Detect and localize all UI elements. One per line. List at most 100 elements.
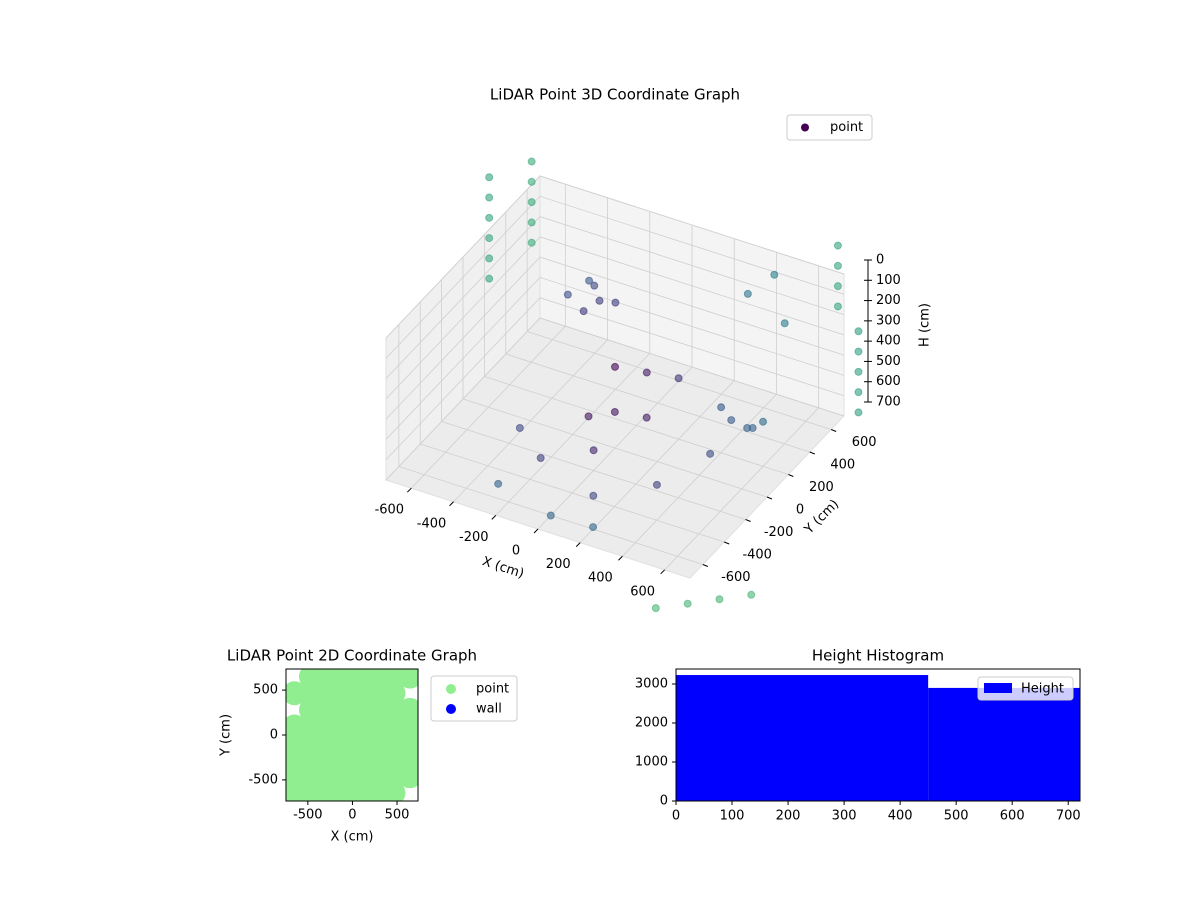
y-tick [745, 519, 751, 522]
point [485, 173, 494, 182]
point [854, 388, 863, 397]
chart-title: LiDAR Point 3D Coordinate Graph [490, 86, 740, 104]
z-tick-label: 500 [876, 354, 901, 369]
y-tick-label: -400 [742, 548, 772, 563]
y-tick-label: -600 [721, 570, 751, 585]
x-tick-label: 0 [512, 544, 520, 559]
y-tick [830, 429, 837, 432]
point [331, 731, 356, 756]
z-axis-label: H (cm) [918, 303, 933, 347]
x-tick [533, 528, 539, 534]
point [854, 347, 863, 356]
y-axis-label: Y (cm) [801, 497, 842, 538]
legend-box [786, 114, 873, 141]
chart-title: Height Histogram [812, 647, 944, 665]
y-tick-label: 1000 [635, 755, 668, 770]
point [381, 731, 406, 756]
grid-line [385, 195, 845, 359]
z-tick-label: 0 [876, 253, 884, 268]
point [485, 254, 494, 263]
point [590, 281, 599, 290]
x-tick-label: 500 [385, 808, 410, 823]
bar [928, 687, 1080, 801]
point [381, 747, 406, 772]
y-tick [809, 451, 815, 455]
point [743, 423, 752, 432]
point [546, 511, 555, 520]
grid-line [385, 216, 845, 379]
point [315, 697, 340, 722]
point [364, 747, 389, 772]
point [833, 282, 842, 291]
legend-marker [446, 684, 456, 694]
grid-line [385, 236, 845, 400]
y-tick [702, 564, 709, 567]
x-tick-label: 500 [944, 809, 969, 824]
point [298, 714, 323, 739]
point [611, 298, 620, 307]
x-tick [618, 555, 623, 561]
z-tick-label: 600 [876, 374, 901, 389]
x-axis-label: X (cm) [331, 830, 374, 845]
point [381, 697, 406, 722]
x-tick-label: 700 [1056, 809, 1081, 824]
point [315, 681, 340, 706]
x-tick [491, 515, 497, 520]
point [348, 714, 373, 739]
point [642, 413, 651, 422]
point [331, 681, 356, 706]
point [743, 289, 752, 298]
y-tick-label: 600 [852, 435, 877, 450]
x-tick-label: 100 [720, 809, 745, 824]
legend-label: point [830, 120, 863, 135]
x-tick-label: 600 [630, 584, 655, 599]
x-tick-label: 0 [348, 808, 356, 823]
point [563, 290, 572, 299]
point [589, 491, 598, 500]
y-tick-label: 200 [809, 480, 834, 495]
y-tick-label: 2000 [635, 716, 668, 731]
point [348, 697, 373, 722]
point [348, 731, 373, 756]
point [397, 764, 418, 789]
legend-marker [801, 123, 809, 132]
point [854, 367, 863, 376]
x-tick-label: 400 [588, 571, 613, 586]
point [651, 604, 660, 613]
x-tick-label: 300 [832, 809, 857, 824]
point [315, 764, 340, 789]
x-tick-label: 0 [672, 809, 680, 824]
point [298, 764, 323, 789]
point [381, 780, 406, 801]
y-tick [766, 496, 773, 500]
z-tick-label: 700 [876, 395, 901, 410]
plot-area [286, 669, 418, 801]
y-tick-label: 3000 [635, 677, 668, 692]
point [494, 479, 503, 488]
point [381, 764, 406, 789]
legend-label: point [476, 682, 509, 697]
x-tick-label: -500 [293, 808, 323, 823]
point [611, 362, 619, 371]
point [364, 764, 389, 789]
point [348, 681, 373, 706]
chart-title: LiDAR Point 2D Coordinate Graph [227, 647, 477, 665]
point [584, 412, 593, 421]
point [585, 276, 594, 285]
x-tick-label: 400 [888, 809, 913, 824]
y-tick-label: 400 [830, 458, 855, 473]
point [747, 590, 756, 599]
point [674, 374, 683, 383]
point [364, 714, 389, 739]
point [527, 238, 536, 247]
legend-label: Height [1021, 682, 1064, 697]
point [331, 747, 356, 772]
y-tick-label: -200 [764, 525, 794, 540]
point [589, 523, 598, 532]
point [485, 193, 494, 202]
point [381, 681, 406, 706]
point [579, 307, 588, 316]
point [527, 198, 536, 207]
point [642, 368, 651, 377]
